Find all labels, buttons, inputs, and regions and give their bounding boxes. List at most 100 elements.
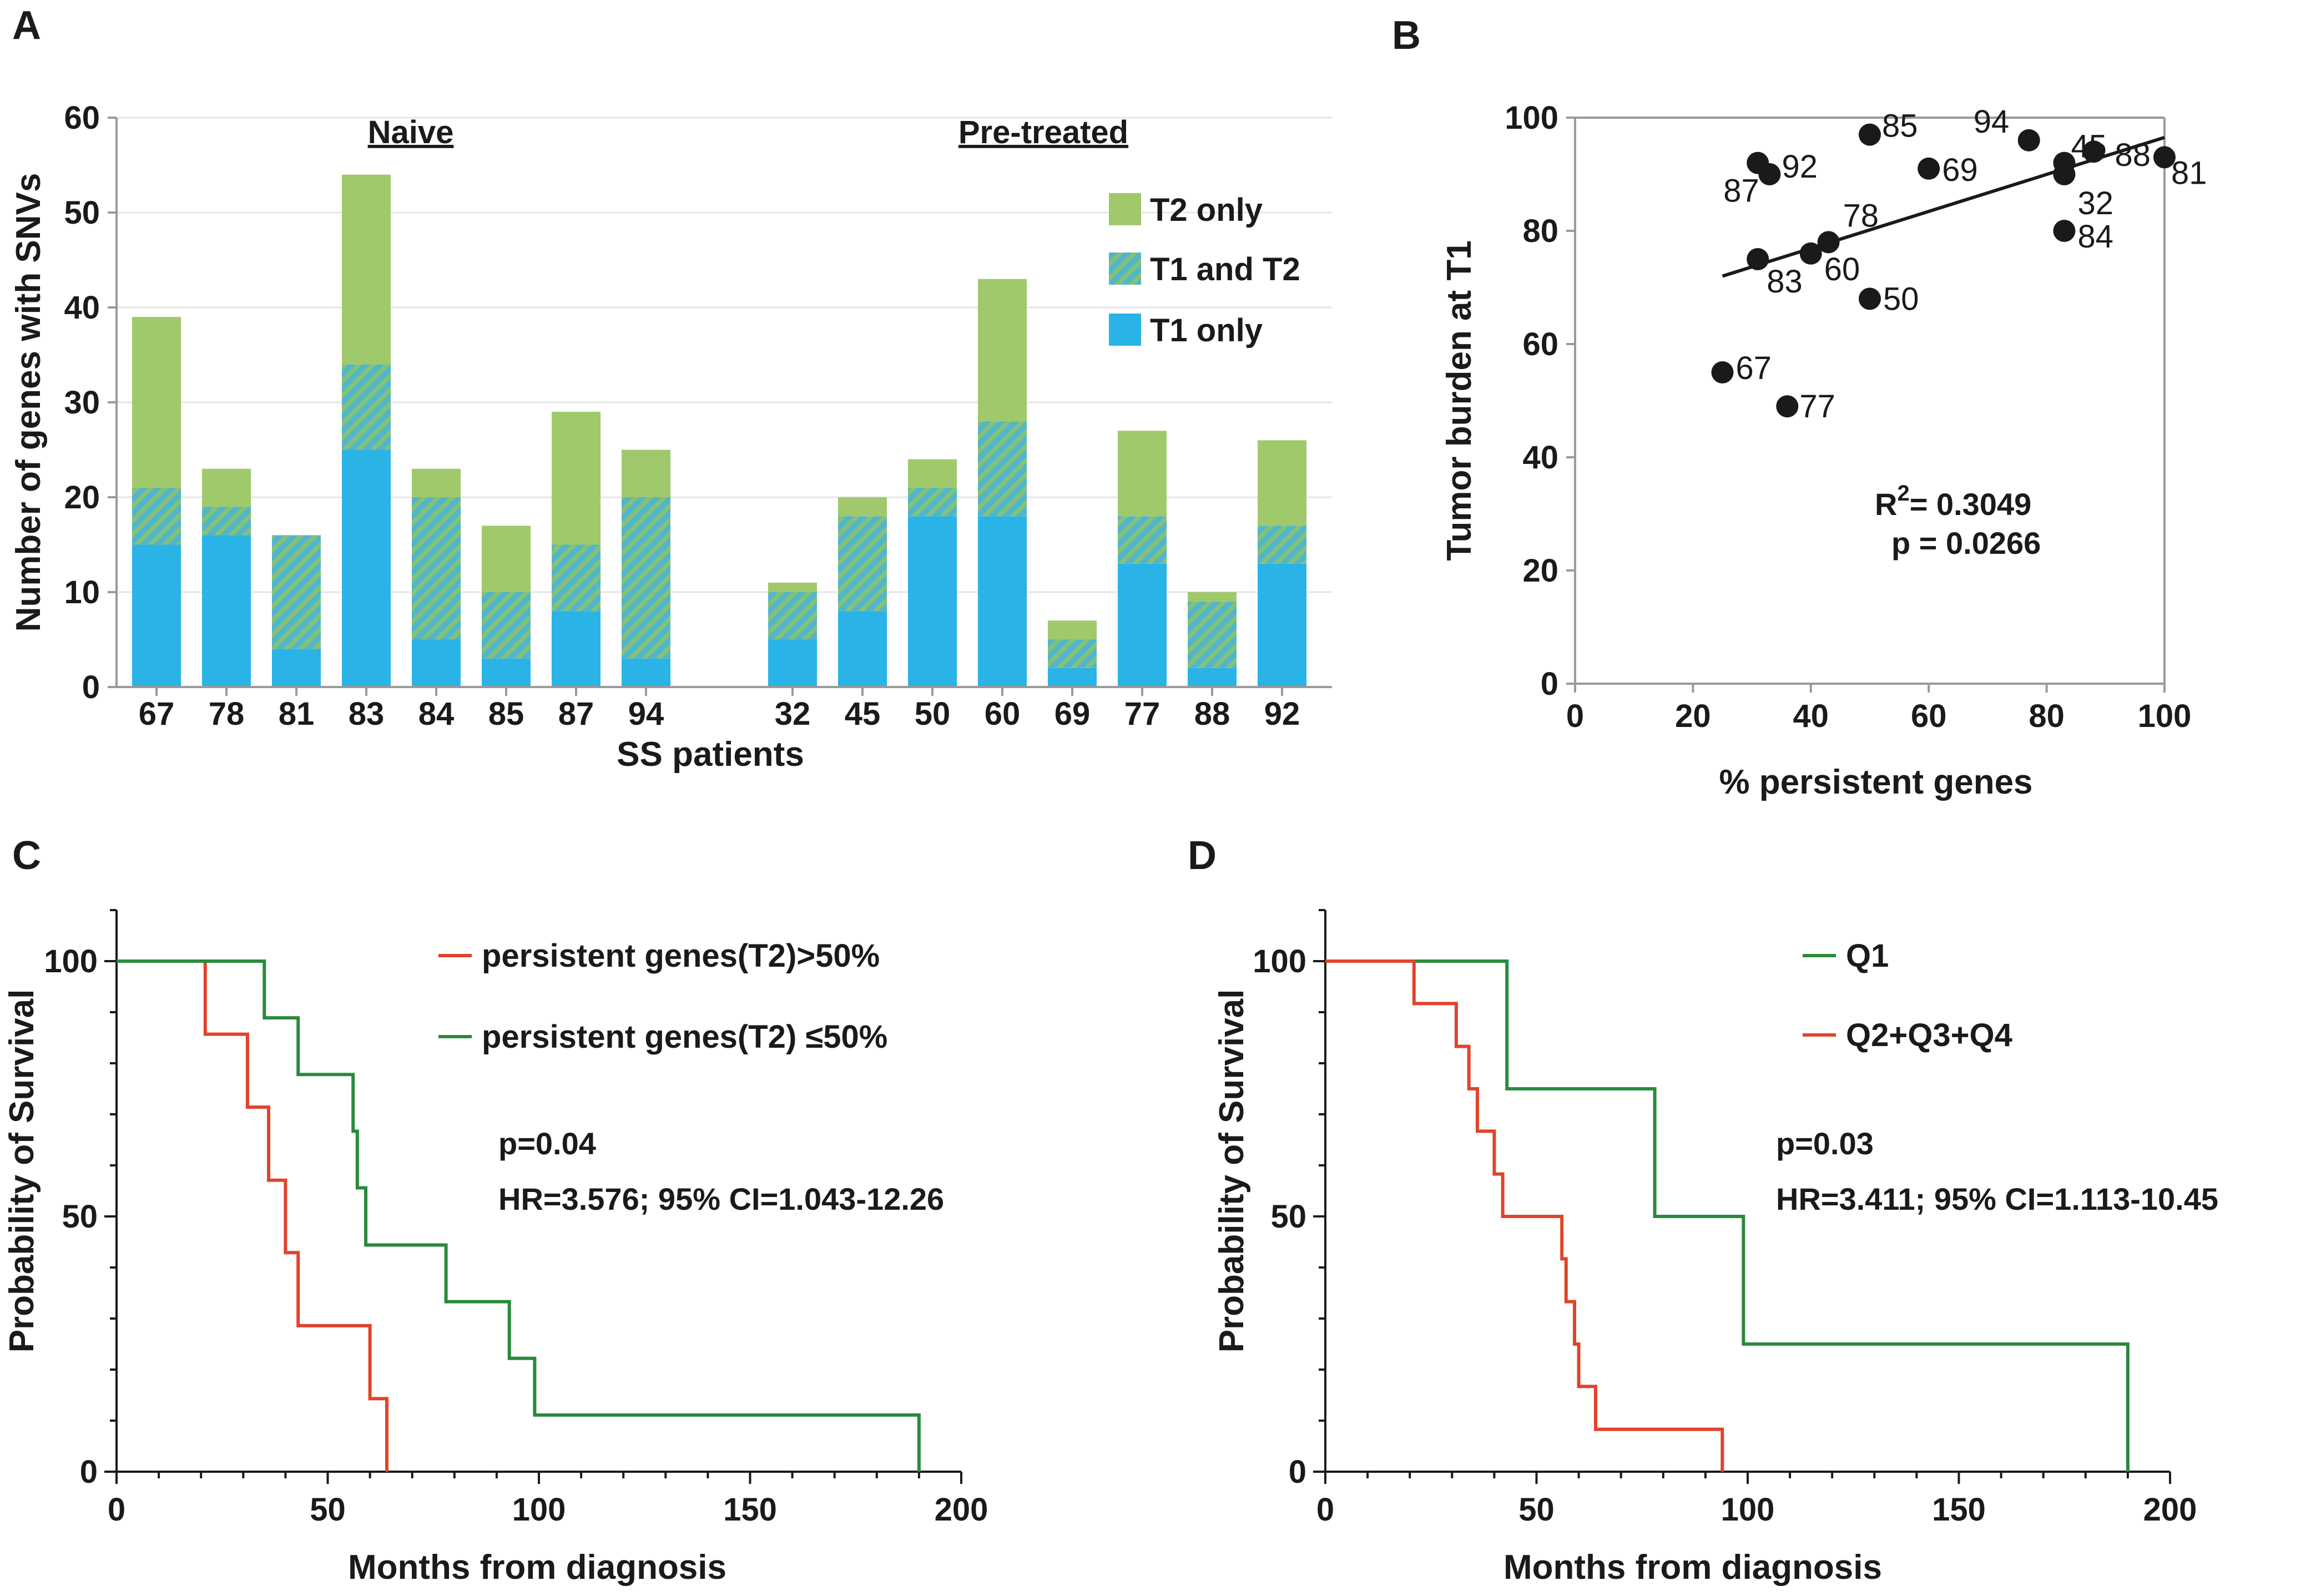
bar-segment-t2-only-67: [132, 317, 181, 488]
scatter-point-69: [1918, 157, 1940, 180]
bar-segment-t2-only-77: [1118, 431, 1167, 517]
c-x-tick-label: 50: [310, 1492, 346, 1528]
a-x-tick-label: 69: [1054, 696, 1091, 732]
bar-segment-t2-only-87: [552, 412, 601, 545]
scatter-point-label-85: 85: [1882, 108, 1918, 144]
bar-segment-t1-only-87: [552, 611, 601, 687]
bar-segment-t1-and-t2-69: [1048, 639, 1097, 668]
a-y-tick-label: 10: [64, 574, 100, 610]
bar-segment-t1-and-t2-67: [132, 487, 181, 545]
b-y-tick-label: 40: [1522, 440, 1558, 476]
bar-segment-t1-and-t2-78: [202, 507, 251, 536]
bar-segment-t1-and-t2-32: [768, 592, 817, 640]
scatter-point-94: [2017, 129, 2040, 151]
bar-segment-t1-and-t2-92: [1258, 526, 1306, 564]
scatter-point-label-69: 69: [1942, 152, 1978, 188]
a-legend: T2 only T1 and T2 T1 only: [1109, 192, 1300, 349]
scatter-point-77: [1776, 395, 1799, 418]
c-y-tick-label: 0: [80, 1454, 98, 1490]
a-x-tick-label: 77: [1124, 696, 1160, 732]
bar-segment-t2-only-50: [908, 459, 957, 488]
bar-segment-t2-only-88: [1188, 592, 1237, 602]
c-curve-0: [117, 959, 388, 1472]
scatter-point-85: [1859, 123, 1881, 146]
d-curves: [1325, 959, 2130, 1472]
d-y-axis-title: Probability of Survival: [1213, 989, 1251, 1353]
c-legend-label-low: persistent genes(T2) ≤50%: [482, 1019, 887, 1055]
bar-segment-t2-only-60: [978, 279, 1027, 422]
scatter-point-83: [1747, 248, 1769, 270]
bar-segment-t1-only-77: [1118, 563, 1167, 687]
bar-segment-t1-and-t2-84: [412, 497, 461, 640]
d-y-tick-label: 0: [1289, 1454, 1306, 1490]
a-y-tick-label: 20: [64, 479, 100, 516]
legend-swatch-t1-and-t2: [1109, 252, 1141, 285]
c-legend-label-high: persistent genes(T2)>50%: [482, 938, 880, 974]
scatter-point-label-88: 88: [2115, 137, 2151, 173]
c-x-tick-label: 200: [935, 1492, 988, 1528]
legend-label-t1-and-t2: T1 and T2: [1150, 251, 1300, 287]
a-x-tick-label: 32: [775, 696, 811, 732]
scatter-point-60: [1799, 242, 1822, 265]
c-y-tick-label: 50: [62, 1199, 98, 1235]
scatter-point-label-92: 92: [1782, 149, 1818, 185]
a-y-tick-label: 40: [64, 290, 100, 326]
a-x-tick-label: 67: [139, 696, 175, 732]
b-stats: R2= 0.3049 p = 0.0266: [1875, 481, 2041, 560]
bar-segment-t2-only-85: [482, 526, 531, 592]
a-x-tick-label: 83: [349, 696, 385, 732]
panel-c-km-plot: 0 50 100 150 200 0 50 100 Probability of Surviv…: [3, 909, 988, 1587]
b-y-tick-label: 80: [1522, 213, 1558, 249]
a-y-tick-label: 30: [64, 385, 100, 421]
c-ticks: 0 50 100 150 200 0 50 100: [44, 909, 988, 1528]
d-curve-0: [1325, 959, 2130, 1472]
d-x-tick-label: 0: [1316, 1492, 1334, 1528]
a-x-tick-label: 84: [418, 696, 455, 732]
scatter-point-label-60: 60: [1824, 251, 1860, 287]
c-curves: [117, 959, 921, 1472]
a-x-tick-label: 92: [1264, 696, 1300, 732]
panel-letter-b: B: [1392, 13, 1421, 58]
d-x-tick-label: 200: [2143, 1492, 2197, 1528]
c-legend: persistent genes(T2)>50% persistent gene…: [438, 938, 887, 1055]
bar-segment-t1-only-94: [622, 658, 670, 687]
scatter-point-67: [1711, 361, 1734, 383]
bar-segment-t1-only-88: [1188, 668, 1237, 687]
d-x-axis-title: Months from diagnosis: [1503, 1548, 1882, 1587]
d-x-tick-label: 150: [1932, 1492, 1986, 1528]
scatter-point-label-83: 83: [1767, 264, 1803, 300]
bar-segment-t1-only-81: [272, 649, 321, 687]
d-y-tick-label: 50: [1270, 1199, 1306, 1235]
bar-segment-t1-and-t2-85: [482, 592, 531, 659]
scatter-point-label-77: 77: [1799, 388, 1835, 425]
d-x-tick-label: 100: [1721, 1492, 1775, 1528]
a-y-tick-label: 50: [64, 195, 100, 231]
c-x-axis-title: Months from diagnosis: [348, 1548, 726, 1587]
d-hazard-ratio: HR=3.411; 95% CI=1.113-10.45: [1776, 1181, 2218, 1216]
bar-segment-t2-only-45: [838, 497, 887, 517]
b-y-axis-title: Tumor burden at T1: [1440, 240, 1479, 561]
d-legend: Q1 Q2+Q3+Q4: [1803, 938, 2012, 1053]
bar-segment-t1-and-t2-50: [908, 487, 957, 517]
bar-segment-t1-and-t2-94: [622, 497, 670, 659]
bar-segment-t1-only-69: [1048, 668, 1097, 687]
bar-segment-t2-only-32: [768, 582, 817, 592]
b-r2-text: R2= 0.3049: [1875, 481, 2031, 522]
a-y-ticks: 0 10 20 30 40 50 60: [64, 100, 117, 705]
scatter-point-50: [1859, 287, 1881, 310]
legend-label-t2-only: T2 only: [1150, 192, 1263, 228]
legend-swatch-t2-only: [1109, 193, 1141, 225]
b-y-ticks: 0 20 40 60 80 100: [1505, 100, 1575, 702]
a-x-tick-label: 94: [628, 696, 664, 732]
bar-segment-t1-only-60: [978, 516, 1027, 687]
c-x-tick-label: 150: [723, 1492, 777, 1528]
bar-segment-t2-only-92: [1258, 440, 1306, 526]
scatter-point-88: [2082, 140, 2105, 163]
b-x-tick-label: 20: [1675, 698, 1711, 734]
panel-a-bar-chart: 0 10 20 30 40 50 60 67 78 81 83 84 85 87 94 32 45 50 60 69…: [9, 100, 1332, 774]
a-x-tick-label: 50: [915, 696, 951, 732]
bar-segment-t1-and-t2-88: [1188, 602, 1237, 668]
b-points: 92878594456988813278848360506777: [1711, 104, 2207, 425]
b-x-tick-label: 60: [1911, 698, 1947, 734]
